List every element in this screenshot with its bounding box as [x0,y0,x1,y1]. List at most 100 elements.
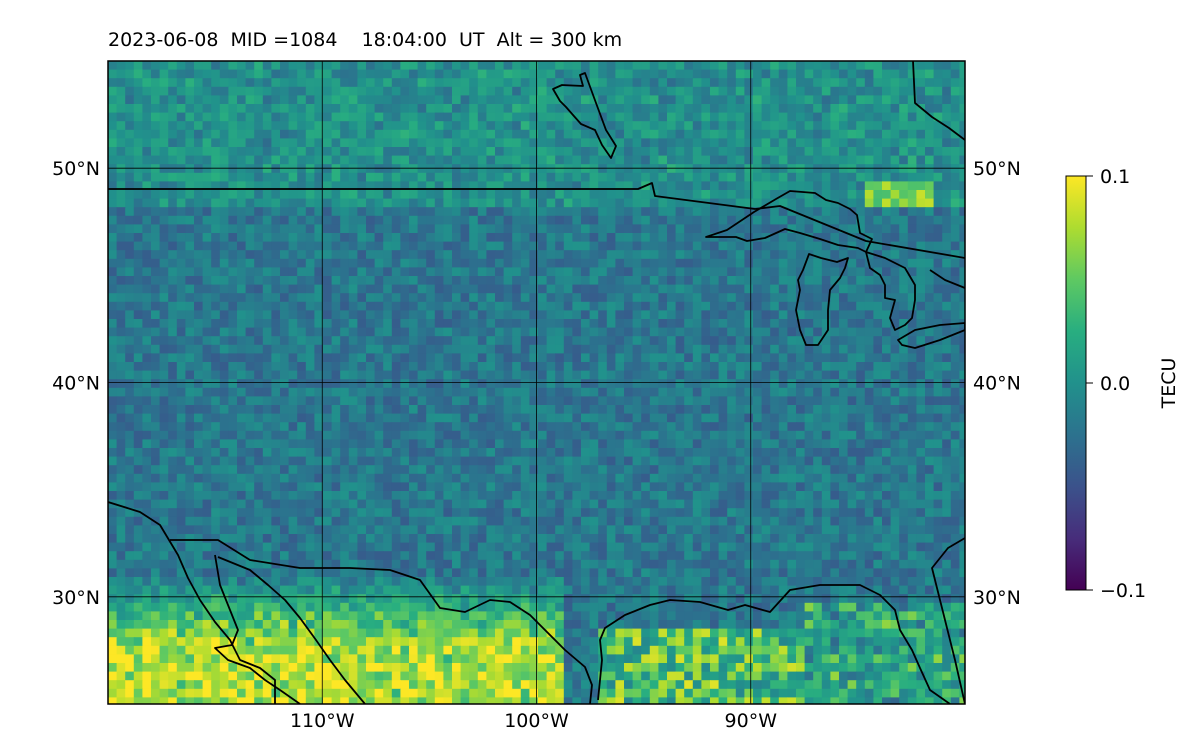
tec-cell [125,396,135,406]
tec-cell [546,69,556,79]
tec-cell [555,456,565,466]
tec-cell [426,473,436,483]
tec-cell [589,69,599,79]
tec-cell [125,344,135,354]
tec-cell [125,456,135,466]
tec-cell [460,78,470,88]
tec-cell [907,439,917,449]
tec-cell [185,215,195,225]
tec-cell [658,344,668,354]
tec-cell [202,172,212,182]
tec-cell [538,413,548,423]
tec-cell [572,181,582,191]
tec-cell [710,413,720,423]
tec-cell [658,233,668,243]
tec-cell [194,319,204,329]
tec-cell [211,233,221,243]
tec-cell [899,301,909,311]
tec-cell [830,327,840,337]
tec-cell [469,405,479,415]
tec-cell [133,387,143,397]
tec-cell [753,78,763,88]
tec-cell [366,456,376,466]
tec-cell [159,69,169,79]
tec-cell [125,138,135,148]
tec-cell [916,439,926,449]
tec-cell [348,207,358,217]
tec-cell [271,138,281,148]
tec-cell [727,362,737,372]
tec-cell [391,396,401,406]
tec-cell [864,112,874,122]
tec-cell [701,138,711,148]
tec-cell [133,78,143,88]
tec-cell [340,439,350,449]
tec-cell [486,69,496,79]
tec-cell [357,86,367,96]
tec-cell [391,439,401,449]
tec-cell [245,413,255,423]
tec-cell [701,104,711,114]
tec-cell [288,250,298,260]
tec-cell [262,78,272,88]
tec-cell [796,78,806,88]
tec-cell [417,207,427,217]
tec-cell [503,95,513,105]
tec-cell [847,215,857,225]
tec-cell [374,181,384,191]
tec-cell [546,121,556,131]
tec-cell [546,319,556,329]
tec-cell [211,276,221,286]
tec-cell [460,473,470,483]
tec-cell [615,430,625,440]
tec-cell [873,353,883,363]
tec-cell [297,473,307,483]
tec-cell [417,276,427,286]
tec-cell [168,147,178,157]
tec-cell [925,95,935,105]
tec-cell [417,198,427,208]
tec-cell [796,396,806,406]
tec-cell [194,215,204,225]
tec-cell [116,362,126,372]
tec-cell [133,181,143,191]
tec-cell [942,465,952,475]
tec-cell [400,250,410,260]
tec-cell [314,413,324,423]
tec-cell [185,241,195,251]
tec-cell [864,344,874,354]
tec-cell [933,258,943,268]
tec-cell [331,104,341,114]
tec-cell [624,233,634,243]
tec-cell [280,61,290,71]
tec-cell [133,233,143,243]
tec-cell [684,215,694,225]
tec-cell [959,284,965,294]
tec-cell [710,224,720,234]
tec-cell [890,456,900,466]
tec-cell [452,293,462,303]
tec-cell [761,104,771,114]
tec-cell [598,138,608,148]
tec-cell [667,181,677,191]
tec-cell [925,465,935,475]
tec-cell [434,215,444,225]
tec-cell [572,207,582,217]
tec-cell [589,353,599,363]
tec-cell [572,370,582,380]
tec-cell [133,284,143,294]
tec-cell [684,422,694,432]
tec-cell [933,181,943,191]
tec-cell [520,473,530,483]
tec-cell [847,104,857,114]
tec-cell [899,379,909,389]
tec-cell [417,301,427,311]
tec-cell [864,147,874,157]
tec-cell [168,293,178,303]
tec-cell [813,301,823,311]
tec-cell [581,473,591,483]
tec-cell [890,147,900,157]
tec-cell [907,224,917,234]
tec-cell [890,138,900,148]
tec-cell [108,482,118,492]
